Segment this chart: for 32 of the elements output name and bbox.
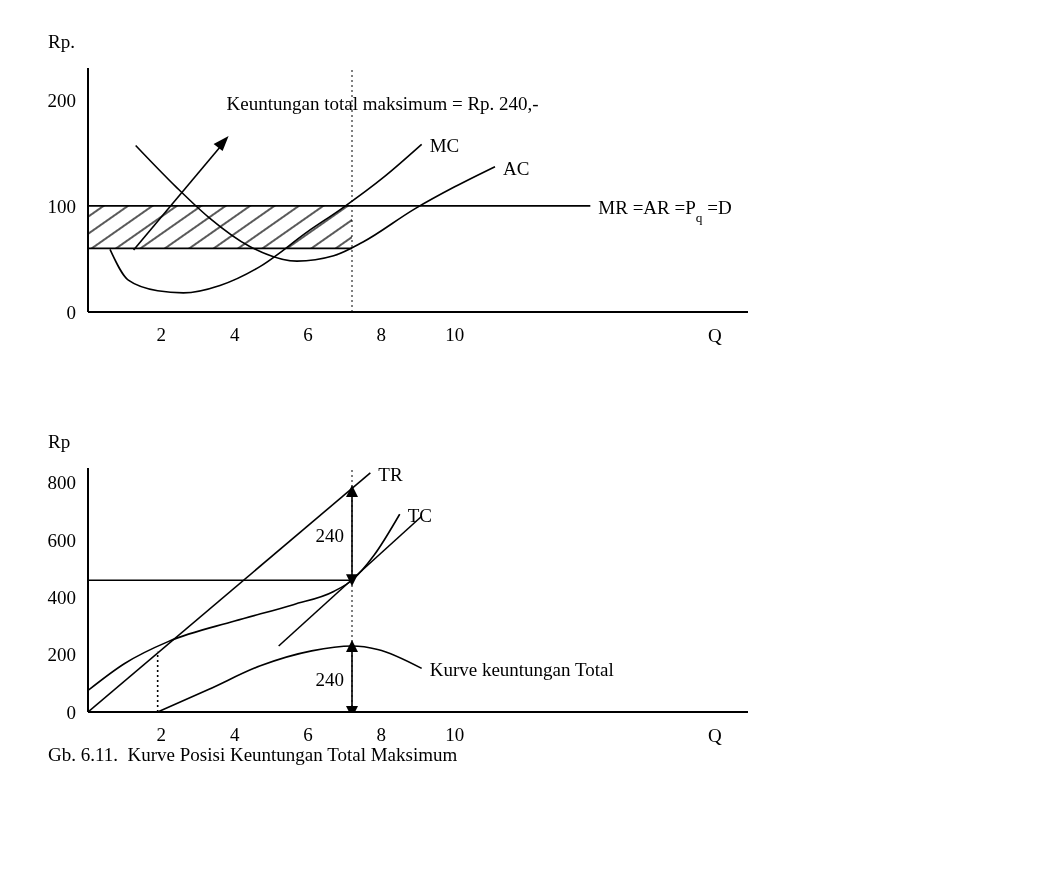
y-axis-title: Rp.	[48, 31, 75, 52]
x-tick-label: 4	[229, 324, 240, 346]
text: Gb. 6.11. Kurve Posisi Keuntungan Total Maksimum	[48, 744, 458, 766]
y-tick-label: 600	[47, 529, 76, 551]
x-tick-label: 8	[376, 324, 387, 346]
x-tick-label: 4	[229, 724, 240, 746]
x-axis-title: Q	[708, 725, 722, 746]
x-tick-label: 2	[156, 724, 167, 746]
series-label: TR	[378, 463, 403, 485]
annotation: 240	[315, 525, 344, 547]
x-axis-title: Q	[708, 325, 722, 346]
y-tick-label: 100	[47, 195, 76, 217]
series-label: MR =AR =P$_{q}$ =D	[598, 196, 732, 225]
y-axis-title: Rp	[48, 431, 71, 452]
x-tick-label: 6	[303, 724, 313, 746]
x-tick-label: 10	[445, 324, 465, 346]
series-label: AC	[503, 157, 530, 179]
y-tick-label: 0	[66, 301, 76, 323]
x-tick-label: 10	[445, 724, 465, 746]
series-label: MC	[429, 135, 460, 157]
y-tick-label: 400	[47, 586, 76, 608]
y-tick-label: 200	[47, 89, 76, 111]
y-tick-label: 200	[47, 644, 76, 666]
annotation: Keuntungan total maksimum = Rp. 240,-	[226, 93, 539, 114]
annotation: 240	[315, 668, 344, 690]
x-tick-label: 6	[303, 324, 313, 346]
y-tick-label: 0	[66, 701, 76, 723]
y-tick-label: 800	[47, 472, 76, 494]
series-label: Kurve keuntungan Total	[429, 659, 614, 681]
x-tick-label: 2	[156, 324, 167, 346]
series-label: TC	[407, 505, 432, 527]
x-tick-label: 8	[376, 724, 387, 746]
